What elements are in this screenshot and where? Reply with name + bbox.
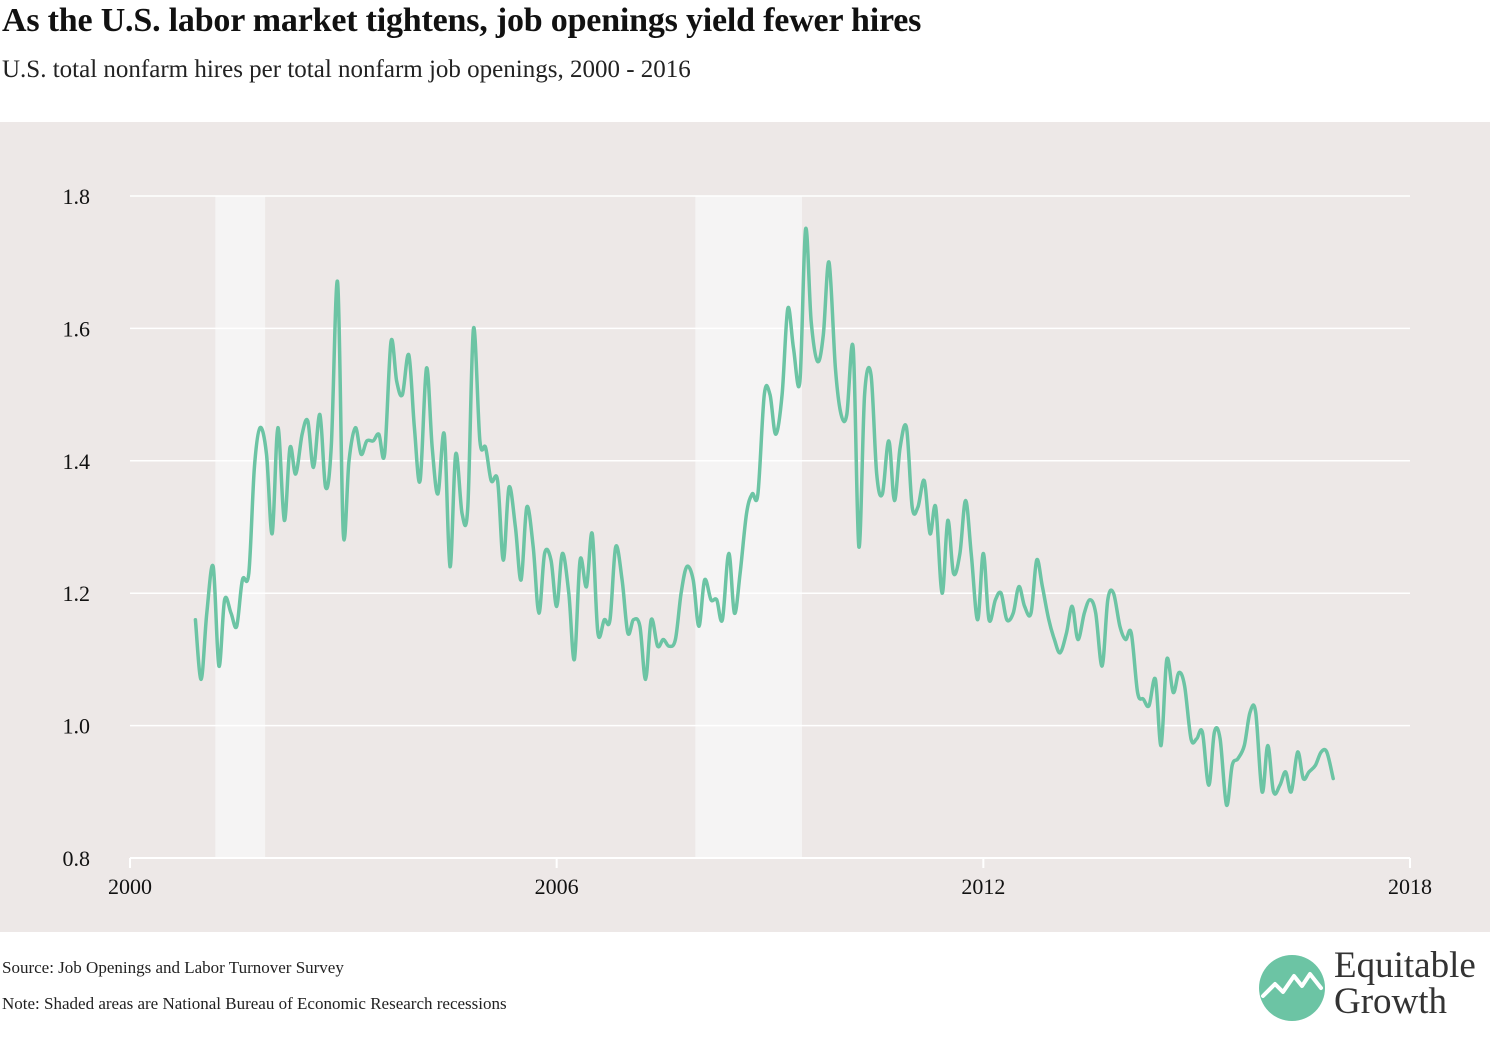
x-tick-label: 2018 bbox=[1388, 874, 1432, 899]
chart-subtitle: U.S. total nonfarm hires per total nonfa… bbox=[2, 56, 691, 83]
logo-trend-line bbox=[1261, 972, 1323, 998]
source-note: Source: Job Openings and Labor Turnover … bbox=[2, 958, 344, 977]
y-tick-label: 1.2 bbox=[63, 581, 91, 606]
x-tick-label: 2006 bbox=[535, 874, 579, 899]
equitable-growth-logo-icon bbox=[1259, 955, 1325, 1021]
recession-band-2 bbox=[695, 196, 802, 858]
line-chart: 0.8 1.0 1.2 1.4 1.6 1.8 2000 2006 2012 2018 bbox=[63, 184, 1433, 899]
series-line-1 bbox=[193, 226, 1335, 807]
chart-title: As the U.S. labor market tightens, job o… bbox=[2, 2, 922, 39]
logo-wordmark-line1: Equitable bbox=[1334, 945, 1476, 986]
y-tick-label: 1.6 bbox=[63, 316, 91, 341]
y-tick-label: 0.8 bbox=[63, 846, 91, 871]
recession-band-1 bbox=[215, 196, 266, 858]
x-tick-label: 2000 bbox=[108, 874, 152, 899]
y-tick-label: 1.4 bbox=[63, 449, 91, 474]
x-tick-label: 2012 bbox=[961, 874, 1005, 899]
y-tick-label: 1.8 bbox=[63, 184, 91, 209]
logo-wordmark-line2: Growth bbox=[1334, 981, 1448, 1022]
equitable-growth-logo[interactable]: Equitable Growth bbox=[1258, 945, 1483, 1024]
logo-circle bbox=[1259, 955, 1325, 1021]
y-tick-label: 1.0 bbox=[63, 714, 91, 739]
recession-note: Note: Shaded areas are National Bureau o… bbox=[2, 994, 507, 1013]
